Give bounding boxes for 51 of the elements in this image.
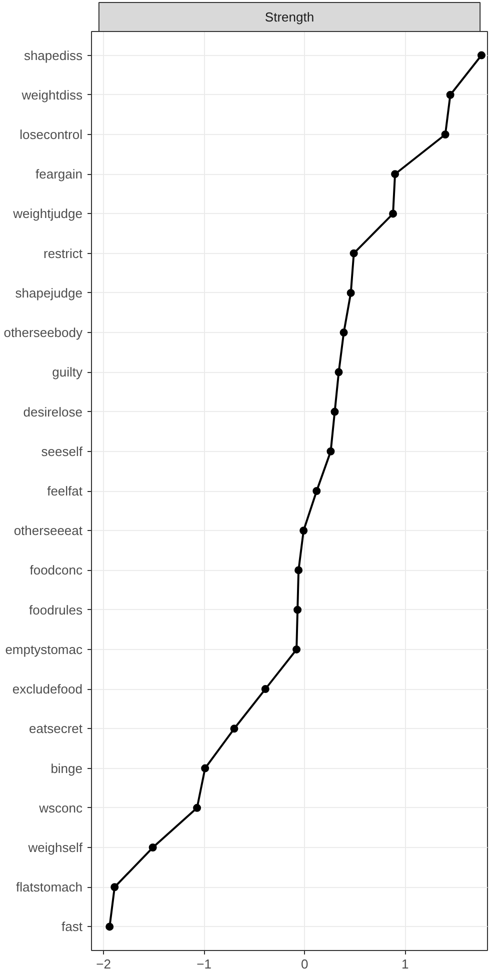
y-tick-label: otherseeeat: [14, 523, 83, 538]
point: [300, 526, 308, 535]
x-tick-label: 0: [300, 956, 308, 971]
x-tick-label: −2: [96, 956, 111, 971]
y-tick-label: seeself: [41, 444, 83, 459]
y-tick-label: shapediss: [24, 48, 83, 63]
y-tick-label: shapejudge: [15, 285, 83, 300]
x-tick-label: 1: [401, 956, 409, 971]
chart-title: Strength: [264, 10, 314, 24]
point: [230, 724, 238, 733]
y-tick-label: foodconc: [30, 562, 83, 578]
y-tick-label: binge: [50, 760, 83, 776]
y-tick-label: restrict: [44, 246, 83, 261]
point: [110, 883, 119, 892]
point: [340, 328, 348, 337]
y-tick-label: wsconc: [38, 800, 83, 816]
point: [346, 288, 355, 297]
y-tick-label: desirelose: [23, 404, 83, 420]
y-tick-label: eatsecret: [29, 721, 83, 736]
point: [294, 566, 303, 574]
x-tick-label: −1: [196, 956, 212, 971]
point: [193, 804, 202, 812]
y-tick-label: otherseebody: [4, 325, 83, 340]
point: [261, 685, 270, 694]
y-tick-label: weightdiss: [20, 87, 83, 102]
y-tick-label: weightjudge: [12, 206, 83, 222]
y-tick-label: emptystomac: [5, 642, 83, 657]
point: [334, 368, 343, 376]
point: [350, 249, 358, 258]
point: [441, 130, 450, 138]
point: [326, 447, 335, 456]
y-tick-label: foodrules: [29, 602, 83, 618]
y-tick-label: feargain: [36, 166, 83, 182]
y-tick-label: losecontrol: [20, 126, 83, 142]
y-tick-label: excludefood: [12, 682, 83, 697]
point: [391, 170, 400, 178]
point: [446, 90, 454, 99]
y-tick-label: fast: [62, 919, 83, 934]
point: [330, 408, 339, 416]
point: [294, 606, 302, 614]
point: [106, 922, 114, 931]
y-tick-label: guilty: [52, 364, 83, 380]
point: [389, 210, 398, 218]
y-tick-label: feelfat: [47, 484, 83, 498]
point: [477, 51, 486, 60]
point: [312, 487, 321, 495]
point: [148, 844, 157, 852]
point: [201, 764, 210, 772]
y-tick-label: flatstomach: [16, 880, 83, 895]
point: [292, 645, 301, 654]
y-tick-label: weighself: [27, 840, 83, 856]
